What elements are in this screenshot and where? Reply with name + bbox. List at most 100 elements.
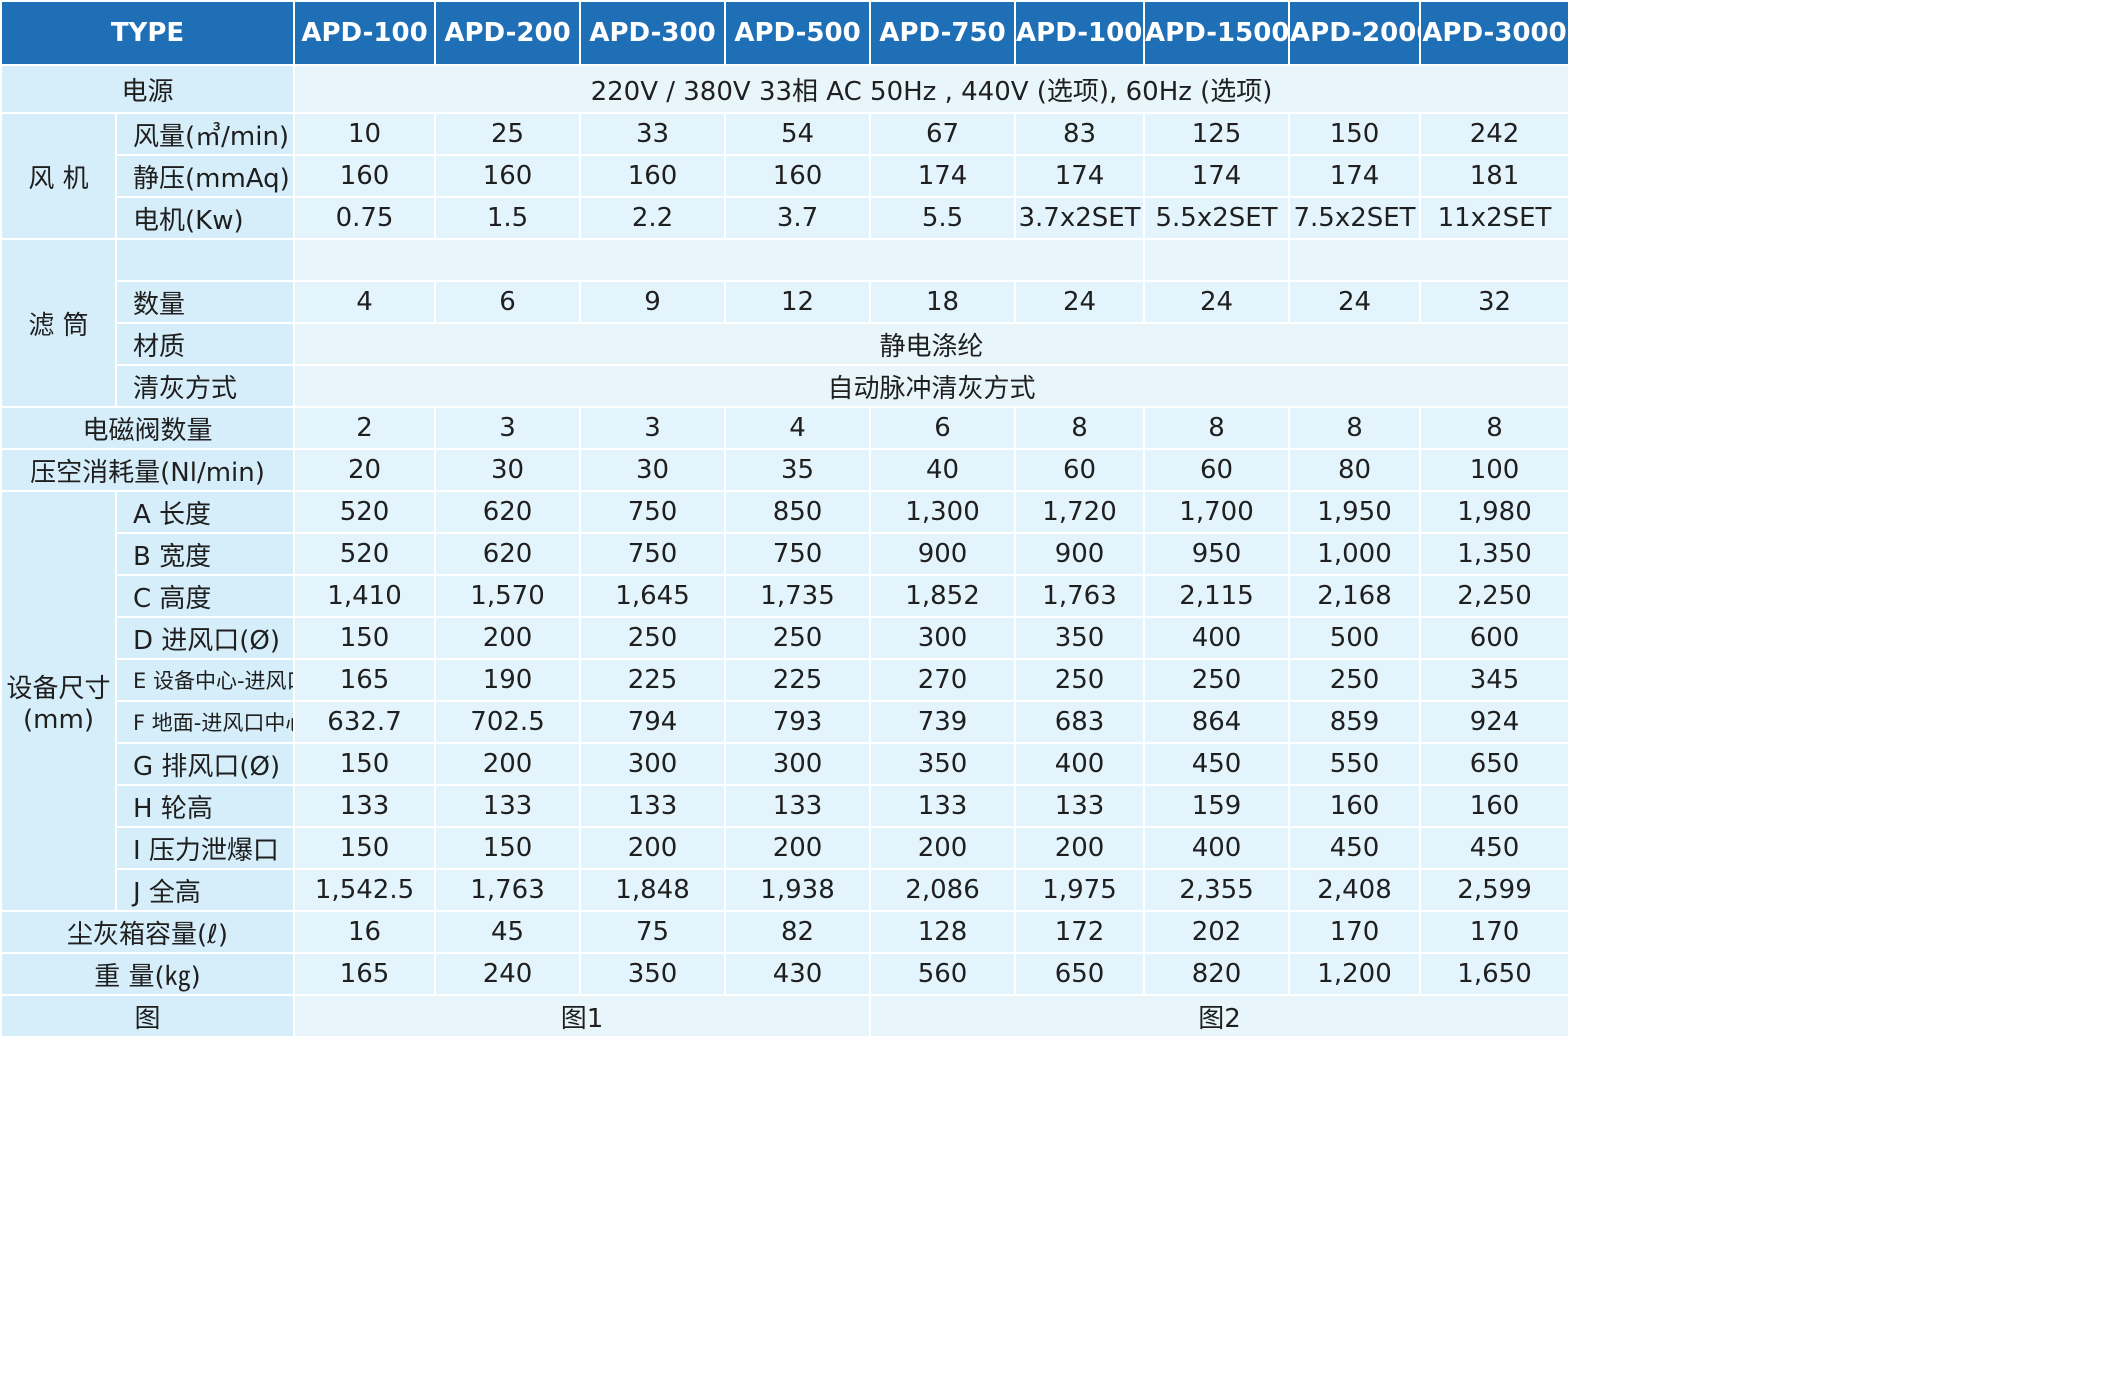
table-cell: 24 [1143, 280, 1291, 324]
table-cell: 1,950 [1288, 490, 1422, 534]
table-cell: 45 [434, 910, 582, 954]
table-cell: 33 [579, 112, 727, 156]
table-cell: 60 [1014, 448, 1146, 492]
table-cell: 950 [1143, 532, 1291, 576]
table-row: 风 机 风量(㎥/min) 10 25 33 54 67 83 125 150 … [0, 112, 1571, 240]
table-cell: 6 [434, 280, 582, 324]
table-cell: 160 [1288, 784, 1422, 828]
table-cell: 133 [869, 784, 1017, 828]
table-cell: 300 [869, 616, 1017, 660]
table-row: J 全高 1,542.5 1,763 1,848 1,938 2,086 1,9… [1, 868, 1571, 912]
table-row: G 排风口(Ø) 150 200 300 300 350 400 450 550… [1, 742, 1571, 786]
blank-cell [293, 238, 1146, 282]
table-cell: 133 [579, 784, 727, 828]
table-cell: 350 [1014, 616, 1146, 660]
table-cell: 80 [1288, 448, 1422, 492]
table-cell: 250 [1014, 658, 1146, 702]
row-label: J 全高 [114, 868, 296, 912]
table-cell: 250 [579, 616, 727, 660]
table-cell: 400 [1143, 826, 1291, 870]
table-cell: 750 [724, 532, 872, 576]
table-cell: 1,410 [293, 574, 437, 618]
table-cell: 25 [434, 112, 582, 156]
table-cell: 683 [1014, 700, 1146, 744]
table-cell: 32 [1419, 280, 1571, 324]
dims-label-line1: 设备尺寸 [6, 673, 111, 704]
row-label: B 宽度 [114, 532, 296, 576]
table-cell: 400 [1014, 742, 1146, 786]
table-cell: 9 [579, 280, 727, 324]
row-label: 电机(Kw) [114, 196, 296, 240]
row-label: 重 量(㎏) [0, 952, 296, 996]
table-cell: 160 [579, 154, 727, 198]
table-cell: 1.5 [434, 196, 582, 240]
table-cell: 739 [869, 700, 1017, 744]
table-cell: 750 [579, 490, 727, 534]
table-cell: 450 [1143, 742, 1291, 786]
table-cell: 864 [1143, 700, 1291, 744]
row-label: G 排风口(Ø) [114, 742, 296, 786]
table-cell: 60 [1143, 448, 1291, 492]
table-cell: 2,355 [1143, 868, 1291, 912]
row-label: 材质 [114, 322, 296, 366]
figure-2-label: 图2 [869, 994, 1571, 1038]
table-cell: 1,980 [1419, 490, 1571, 534]
table-cell: 500 [1288, 616, 1422, 660]
table-row: 电磁阀数量 2 3 3 4 6 8 8 8 8 [0, 406, 1571, 450]
table-cell: 200 [579, 826, 727, 870]
table-cell: 133 [1014, 784, 1146, 828]
table-cell: 1,300 [869, 490, 1017, 534]
table-cell: 165 [293, 658, 437, 702]
table-row: 数量 4 6 9 12 18 24 24 24 32 [1, 280, 1571, 324]
model-header: APD-1500 [1143, 0, 1291, 66]
table-cell: 159 [1143, 784, 1291, 828]
table-row: 滤 筒 [0, 238, 1571, 408]
table-row: 压空消耗量(Nl/min) 20 30 30 35 40 60 60 80 10… [0, 448, 1571, 492]
table-cell: 125 [1143, 112, 1291, 156]
table-cell: 150 [293, 826, 437, 870]
table-cell: 202 [1143, 910, 1291, 954]
table-row: E 设备中心-进风口中心 165 190 225 225 270 250 250… [1, 658, 1571, 702]
table-cell: 1,720 [1014, 490, 1146, 534]
table-cell: 1,650 [1419, 952, 1571, 996]
table-cell: 200 [869, 826, 1017, 870]
power-label: 电源 [0, 64, 296, 114]
table-cell: 10 [293, 112, 437, 156]
model-header: APD-750 [869, 0, 1017, 66]
table-row: 电机(Kw) 0.75 1.5 2.2 3.7 5.5 3.7x2SET 5.5… [1, 196, 1571, 240]
table-cell: 174 [869, 154, 1017, 198]
row-label: 静压(mmAq) [114, 154, 296, 198]
table-cell: 1,735 [724, 574, 872, 618]
table-cell: 133 [293, 784, 437, 828]
row-label: H 轮高 [114, 784, 296, 828]
table-cell: 3.7 [724, 196, 872, 240]
table-cell: 24 [1014, 280, 1146, 324]
table-cell: 2,250 [1419, 574, 1571, 618]
table-cell: 632.7 [293, 700, 437, 744]
table-cell: 133 [434, 784, 582, 828]
table-cell: 30 [579, 448, 727, 492]
table-cell: 170 [1288, 910, 1422, 954]
table-cell: 550 [1288, 742, 1422, 786]
table-cell: 250 [1143, 658, 1291, 702]
table-cell: 820 [1143, 952, 1291, 996]
table-cell: 8 [1143, 406, 1291, 450]
table-cell: 160 [293, 154, 437, 198]
table-row: I 压力泄爆口 150 150 200 200 200 200 400 450 … [1, 826, 1571, 870]
table-cell: 75 [579, 910, 727, 954]
table-cell: 3 [579, 406, 727, 450]
table-cell: 924 [1419, 700, 1571, 744]
table-cell: 4 [293, 280, 437, 324]
table-cell: 1,645 [579, 574, 727, 618]
table-cell: 850 [724, 490, 872, 534]
table-cell: 350 [579, 952, 727, 996]
spec-table: TYPE APD-100 APD-200 APD-300 APD-500 APD… [0, 0, 1571, 1038]
table-cell: 1,570 [434, 574, 582, 618]
table-cell: 1,000 [1288, 532, 1422, 576]
table-cell: 174 [1014, 154, 1146, 198]
table-row: 尘灰箱容量(ℓ) 16 45 75 82 128 172 202 170 170 [0, 910, 1571, 954]
row-label: A 长度 [114, 490, 296, 534]
row-label: I 压力泄爆口 [114, 826, 296, 870]
table-row: F 地面-进风口中心 632.7 702.5 794 793 739 683 8… [1, 700, 1571, 744]
table-cell: 200 [434, 742, 582, 786]
